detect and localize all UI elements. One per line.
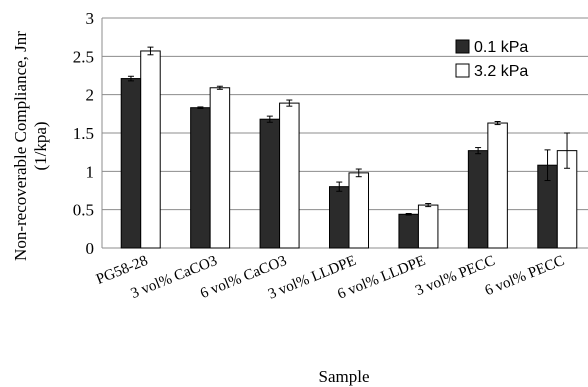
y-tick-label: 2.5 <box>73 47 94 66</box>
y-tick-label: 1.5 <box>73 124 94 143</box>
y-tick-label: 2 <box>86 86 95 105</box>
y-tick-label: 0.5 <box>73 201 94 220</box>
y-tick-labels: 0 0.5 1 1.5 2 2.5 3 <box>73 9 94 258</box>
y-tick-label: 3 <box>86 9 95 28</box>
legend: 0.1 kPa 3.2 kPa <box>455 39 528 80</box>
bar <box>279 102 300 249</box>
bar <box>259 118 281 249</box>
y-tick-label: 1 <box>86 162 95 181</box>
bars <box>120 46 578 249</box>
bar <box>348 172 369 249</box>
legend-swatch <box>455 63 470 78</box>
x-category-label: 6 vol% PECC <box>483 253 567 299</box>
bar <box>398 213 419 249</box>
bar <box>120 78 142 249</box>
x-axis-title: Sample <box>319 367 370 386</box>
bar <box>140 50 161 249</box>
y-tick-label: 0 <box>86 239 95 258</box>
y-axis-title-unit: (1/kpa) <box>31 121 50 170</box>
bar <box>487 122 508 249</box>
bar <box>417 204 439 249</box>
x-category-label: 3 vol% PECC <box>413 253 497 299</box>
legend-swatch <box>455 39 470 54</box>
y-axis-title: Non-recoverable Compliance, Jnr <box>11 31 30 261</box>
legend-label: 3.2 kPa <box>474 63 528 80</box>
bar <box>209 87 231 249</box>
bar <box>329 186 350 249</box>
legend-label: 0.1 kPa <box>474 39 528 56</box>
bar <box>467 150 489 249</box>
bar <box>190 107 211 249</box>
